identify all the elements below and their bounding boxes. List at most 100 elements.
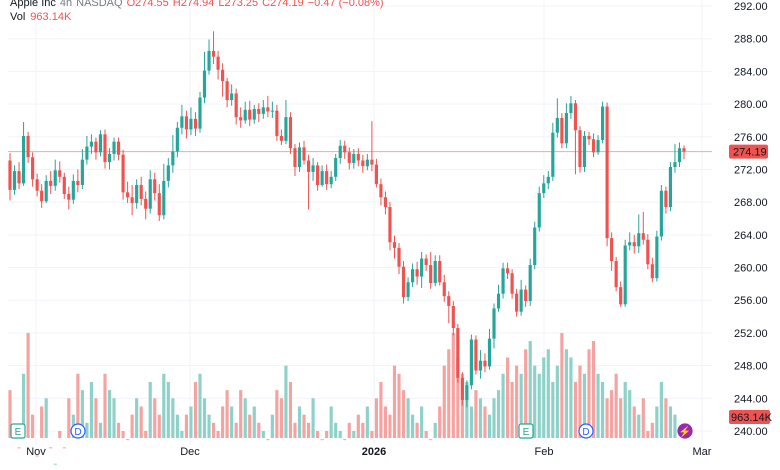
ohlc-open: O274.55 [126, 0, 169, 9]
volume-bar [442, 365, 446, 438]
volume-bar [578, 365, 582, 438]
volume-bar [564, 349, 568, 438]
volume-bar [198, 373, 202, 438]
price-tick-label: 260.00 [734, 263, 768, 275]
candle-body [429, 265, 433, 284]
event-markers[interactable]: E D E D ⚡ [10, 423, 693, 439]
volume-bar [148, 381, 152, 438]
volume-bar [121, 431, 125, 438]
candle-body [175, 127, 179, 152]
candle-body [420, 258, 424, 277]
time-tick-label: Feb [535, 446, 554, 458]
candle-body [442, 282, 446, 297]
candle-body [632, 242, 636, 247]
candle-body [275, 110, 279, 136]
volume-bar [582, 373, 587, 438]
candle-body [496, 293, 501, 309]
price-axis[interactable]: 240.00 244.00 248.00 252.00 256.00 260.00 264.… [734, 1, 768, 438]
volume-bar [668, 406, 673, 438]
symbol-interval[interactable]: 4h [59, 0, 73, 9]
time-axis[interactable]: Nov Dec 2026 Feb Mar [26, 446, 712, 458]
volume-bar [519, 373, 523, 438]
volume-bar [465, 381, 469, 438]
candle-body [243, 109, 247, 121]
candle-body [582, 135, 587, 168]
symbol-legend[interactable]: Apple Inc 4h NASDAQ O274.55 H274.94 L273.25 C2… [10, 0, 388, 9]
volume-bar [248, 414, 252, 438]
volume-bar [225, 390, 229, 438]
volume-legend[interactable]: Vol 963.14K [10, 11, 71, 23]
volume-bar [361, 422, 365, 438]
candle-body [397, 247, 401, 267]
dividend-marker[interactable] [578, 423, 594, 439]
volume-bar [243, 398, 247, 438]
candle-body [501, 268, 505, 294]
volume-bar [614, 373, 618, 438]
candle-body [401, 266, 406, 297]
candle-body [89, 141, 94, 147]
volume-bar [673, 414, 677, 438]
price-tick-label: 252.00 [734, 328, 768, 340]
candle-body [664, 190, 668, 208]
volume-bar [279, 398, 283, 438]
candle-body [492, 308, 496, 339]
volume-bar [53, 463, 57, 465]
candle-body [447, 296, 451, 306]
volume-bar [67, 398, 71, 438]
volume-bar [17, 447, 21, 449]
candle-body [207, 50, 211, 71]
candle-body [103, 134, 107, 163]
volume-bar [365, 406, 369, 438]
candle-body [8, 160, 12, 190]
candle-body [252, 108, 256, 120]
candle-body [279, 135, 283, 141]
candle-body [537, 193, 541, 228]
axis-badges: 274.19 963.14K [729, 144, 773, 424]
candle-body [474, 339, 478, 371]
volume-bar [347, 422, 351, 438]
candle-body [469, 339, 473, 386]
candle-body [239, 117, 243, 121]
volume-bar [510, 381, 514, 438]
dividend-marker[interactable] [70, 423, 86, 439]
ohlc-close: C274.19 [262, 0, 304, 9]
candle-body [515, 293, 519, 312]
volume-bar [655, 406, 659, 438]
ohlc-low: L273.25 [218, 0, 259, 9]
last-price-badge [729, 144, 768, 159]
price-tick-label: 256.00 [734, 295, 768, 307]
volume-bar [162, 373, 166, 438]
dividend-marker-label: D [74, 427, 81, 438]
volume-label[interactable]: Vol [10, 11, 26, 23]
volume-bar [329, 406, 333, 438]
volume-bar [650, 422, 654, 438]
volume-bar [501, 373, 505, 438]
volume-bar [401, 390, 406, 438]
candle-body [40, 190, 44, 202]
candle-body [130, 197, 134, 203]
candle-body [519, 289, 523, 312]
volume-bar [619, 398, 623, 438]
earnings-marker[interactable] [518, 423, 534, 439]
candle-body [270, 110, 274, 112]
volume-bar [460, 373, 464, 438]
volume-bar [415, 422, 419, 438]
candle-body [424, 258, 428, 266]
volume-bar [275, 390, 279, 438]
candle-body [506, 268, 510, 274]
volume-bar [257, 422, 261, 438]
price-tick-label: 264.00 [734, 230, 768, 242]
earnings-marker[interactable] [10, 423, 26, 439]
event-marker[interactable] [677, 423, 693, 439]
symbol-name[interactable]: Apple Inc [10, 0, 56, 9]
volume-bar [406, 398, 410, 438]
candle-body [646, 239, 650, 265]
candle-body [35, 179, 39, 191]
candle-body [211, 50, 216, 57]
volume-bar [343, 439, 347, 441]
candle-body [284, 117, 288, 141]
candle-body [578, 130, 582, 168]
last-price-badge-text: 274.19 [733, 147, 767, 159]
candle-body [370, 159, 374, 165]
